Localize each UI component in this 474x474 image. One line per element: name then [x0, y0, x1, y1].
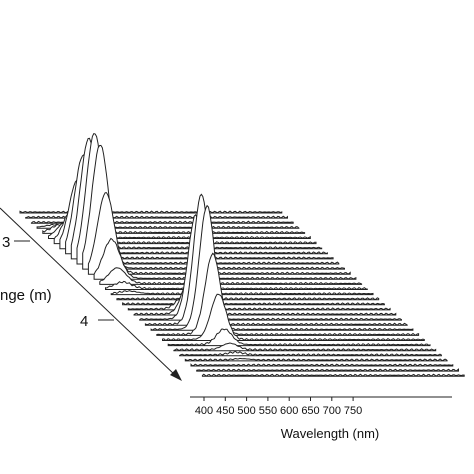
spectrum-trace-27: [167, 328, 431, 347]
spectrum-trace-32: [196, 368, 459, 372]
wavelength-tick-label: 700: [323, 405, 341, 417]
wavelength-axis: Wavelength (nm) 400 450 500 550 600 650 700 750: [190, 396, 452, 441]
spectrum-trace-18: [116, 297, 380, 301]
wavelength-tick-label: 400: [195, 405, 213, 417]
wavelength-tick-label: 650: [301, 405, 319, 417]
spectrum-trace-16: [105, 280, 368, 291]
range-axis-line: [0, 207, 177, 377]
spectrum-trace-28: [173, 342, 437, 352]
wavelength-axis-title: Wavelength (nm): [281, 426, 380, 441]
spectrum-trace-26: [162, 293, 425, 342]
range-axis-title: nge (m): [0, 287, 52, 304]
wavelength-tick-label: 450: [216, 405, 234, 417]
wavelength-tick-label: 500: [237, 405, 255, 417]
spectrum-trace-33: [201, 373, 465, 377]
spectrum-trace-31: [190, 363, 454, 367]
range-tick-label-3: 3: [2, 234, 10, 251]
spectrum-trace-29: [179, 350, 442, 357]
spectrum-trace-17: [110, 290, 374, 296]
spectrum-trace-15: [99, 267, 363, 285]
wavelength-tick-label: 750: [344, 405, 362, 417]
spectrum-trace-30: [184, 357, 448, 362]
wavelength-tick-label: 550: [259, 405, 277, 417]
spectra-traces: [19, 133, 465, 377]
range-axis-arrowhead: [170, 369, 182, 381]
spectrum-trace-1: [19, 210, 283, 214]
spectrum-trace-19: [122, 302, 385, 306]
range-axis: 3 4 nge (m): [0, 207, 182, 381]
wavelength-tick-label: 600: [280, 405, 298, 417]
range-tick-label-4: 4: [80, 313, 88, 330]
